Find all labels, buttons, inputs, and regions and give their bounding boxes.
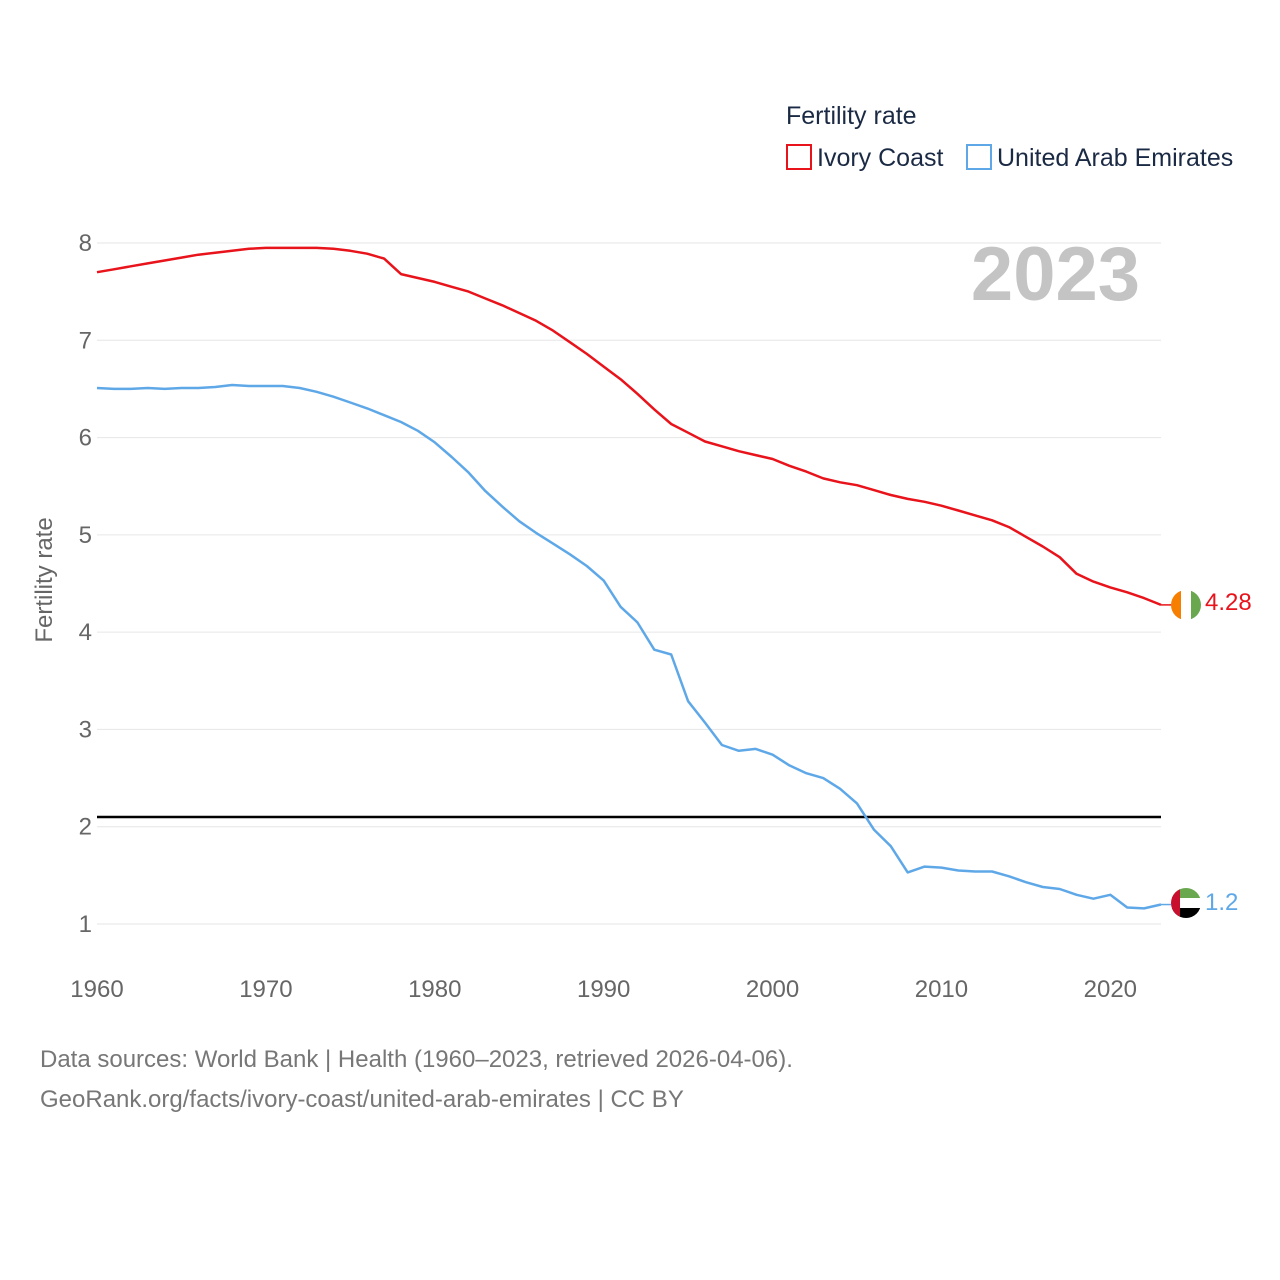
x-tick-label-1970: 1970 [239, 976, 292, 1003]
y-axis-tick-labels: 1 2 3 4 5 6 7 8 [79, 230, 92, 938]
source-link[interactable]: GeoRank.org/facts/ivory-coast/united-ara… [40, 1086, 591, 1113]
legend[interactable]: Fertility rate Ivory Coast United Arab E… [786, 102, 1233, 172]
legend-item-ivory-coast[interactable]: Ivory Coast [786, 144, 943, 172]
end-label-uae: 1.2 [1205, 889, 1238, 916]
y-tick-label-2: 2 [79, 814, 92, 841]
y-tick-label-5: 5 [79, 522, 92, 549]
ivory-coast-flag-icon [1171, 590, 1201, 620]
y-tick-label-6: 6 [79, 425, 92, 452]
y-tick-label-3: 3 [79, 716, 92, 743]
x-tick-label-1960: 1960 [70, 976, 123, 1003]
y-tick-label-1: 1 [79, 911, 92, 938]
data-source-text: Data sources: World Bank | Health (1960–… [40, 1046, 793, 1073]
legend-swatch-uae [966, 144, 992, 170]
y-tick-label-8: 8 [79, 230, 92, 257]
legend-title: Fertility rate [786, 102, 917, 130]
series-line-uae [96, 383, 1162, 910]
series-lines [96, 246, 1172, 910]
x-tick-label-2000: 2000 [746, 976, 799, 1003]
license-text: | CC BY [590, 1086, 684, 1113]
y-axis-title: Fertility rate [31, 517, 58, 642]
grid-lines [97, 242, 1161, 925]
legend-label-uae: United Arab Emirates [997, 144, 1233, 172]
x-axis-tick-labels: 1960 1970 1980 1990 2000 2010 2020 [70, 976, 1137, 1003]
year-watermark: 2023 [971, 232, 1140, 317]
legend-item-uae[interactable]: United Arab Emirates [966, 144, 1233, 172]
footer: Data sources: World Bank | Health (1960–… [40, 1040, 793, 1120]
series-line-ivory-coast [96, 246, 1162, 607]
legend-swatch-ivory-coast [786, 144, 812, 170]
x-tick-label-2020: 2020 [1084, 976, 1137, 1003]
uae-flag-icon [1171, 888, 1201, 918]
x-tick-label-1980: 1980 [408, 976, 461, 1003]
y-tick-label-7: 7 [79, 327, 92, 354]
y-tick-label-4: 4 [79, 619, 92, 646]
legend-label-ivory-coast: Ivory Coast [817, 144, 943, 172]
attribution-line: GeoRank.org/facts/ivory-coast/united-ara… [40, 1080, 793, 1120]
end-label-ivory-coast: 4.28 [1205, 589, 1252, 616]
x-tick-label-1990: 1990 [577, 976, 630, 1003]
x-tick-label-2010: 2010 [915, 976, 968, 1003]
